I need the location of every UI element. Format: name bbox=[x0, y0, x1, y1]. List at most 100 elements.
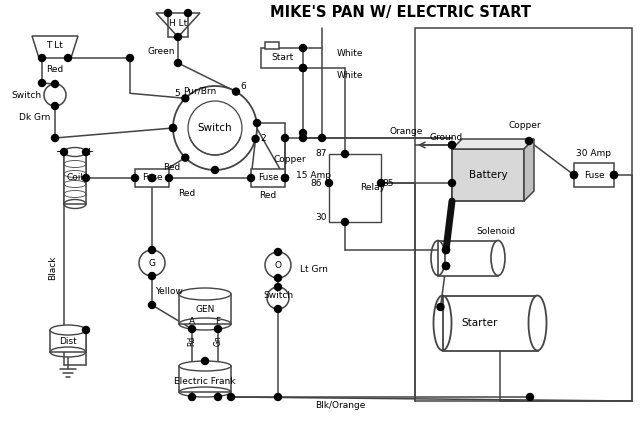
Bar bbox=[574, 163, 614, 187]
Circle shape bbox=[442, 246, 449, 253]
Text: 6: 6 bbox=[240, 82, 246, 91]
Circle shape bbox=[300, 135, 307, 142]
Text: T Lt: T Lt bbox=[47, 42, 63, 51]
Circle shape bbox=[189, 326, 195, 333]
Text: Blk/Orange: Blk/Orange bbox=[315, 401, 365, 410]
Circle shape bbox=[442, 262, 449, 269]
Circle shape bbox=[232, 88, 239, 95]
Circle shape bbox=[188, 101, 242, 155]
Circle shape bbox=[611, 171, 618, 178]
Circle shape bbox=[300, 65, 307, 71]
Text: A: A bbox=[189, 317, 195, 326]
Circle shape bbox=[570, 171, 577, 178]
Circle shape bbox=[61, 149, 67, 155]
Circle shape bbox=[319, 135, 326, 142]
Circle shape bbox=[38, 55, 45, 61]
Text: Dk Grn: Dk Grn bbox=[19, 113, 50, 123]
Circle shape bbox=[51, 103, 58, 110]
Text: Red: Red bbox=[259, 191, 276, 200]
Text: Pur/Brn: Pur/Brn bbox=[183, 87, 216, 96]
Circle shape bbox=[300, 65, 307, 71]
Circle shape bbox=[182, 154, 189, 161]
Text: Battery: Battery bbox=[468, 170, 508, 180]
Circle shape bbox=[182, 95, 189, 102]
Circle shape bbox=[300, 129, 307, 136]
Text: 30 Amp: 30 Amp bbox=[577, 149, 611, 158]
Text: MIKE'S PAN W/ ELECTRIC START: MIKE'S PAN W/ ELECTRIC START bbox=[269, 4, 531, 19]
Polygon shape bbox=[452, 139, 534, 149]
Text: Fuse: Fuse bbox=[141, 174, 163, 182]
Text: Red: Red bbox=[179, 188, 196, 197]
Text: 30: 30 bbox=[316, 213, 327, 223]
Circle shape bbox=[170, 125, 177, 132]
Circle shape bbox=[442, 246, 449, 253]
Circle shape bbox=[282, 174, 289, 181]
Text: Ground: Ground bbox=[430, 132, 463, 142]
Circle shape bbox=[253, 120, 260, 126]
Text: Red: Red bbox=[163, 163, 180, 172]
Ellipse shape bbox=[50, 325, 86, 335]
Text: Start: Start bbox=[271, 54, 293, 62]
Circle shape bbox=[189, 394, 195, 401]
Text: GEN: GEN bbox=[195, 304, 214, 313]
Text: Switch: Switch bbox=[11, 90, 41, 100]
Text: Red: Red bbox=[46, 65, 63, 74]
Text: Rd: Rd bbox=[188, 336, 196, 346]
Circle shape bbox=[148, 174, 156, 181]
Text: F: F bbox=[216, 317, 221, 326]
Bar bbox=[261, 48, 303, 68]
Circle shape bbox=[83, 149, 90, 155]
Circle shape bbox=[437, 304, 444, 310]
Text: Solenoid: Solenoid bbox=[476, 226, 515, 236]
Bar bbox=[329, 154, 381, 222]
Text: 87: 87 bbox=[316, 149, 327, 158]
Circle shape bbox=[38, 80, 45, 87]
Circle shape bbox=[170, 125, 177, 132]
Circle shape bbox=[51, 81, 58, 87]
Circle shape bbox=[127, 55, 134, 61]
Circle shape bbox=[449, 142, 456, 149]
Circle shape bbox=[166, 174, 173, 181]
Circle shape bbox=[83, 174, 90, 181]
Bar bbox=[251, 169, 285, 187]
Circle shape bbox=[282, 135, 289, 142]
Text: 86: 86 bbox=[310, 178, 322, 187]
Circle shape bbox=[282, 174, 289, 181]
Text: Fuse: Fuse bbox=[258, 174, 278, 182]
Circle shape bbox=[175, 59, 182, 67]
Text: Lt Grn: Lt Grn bbox=[300, 265, 328, 274]
Circle shape bbox=[275, 284, 282, 291]
Bar bbox=[135, 169, 169, 187]
Bar bbox=[64, 152, 86, 204]
Circle shape bbox=[148, 246, 156, 253]
Ellipse shape bbox=[529, 295, 547, 350]
Bar bbox=[265, 42, 279, 48]
Bar bbox=[179, 366, 231, 392]
Circle shape bbox=[527, 394, 534, 401]
Circle shape bbox=[275, 249, 282, 255]
Circle shape bbox=[131, 174, 138, 181]
Circle shape bbox=[211, 167, 218, 174]
Text: 15 Amp: 15 Amp bbox=[296, 171, 331, 181]
Circle shape bbox=[265, 252, 291, 278]
Circle shape bbox=[300, 45, 307, 52]
Text: Electric Frank: Electric Frank bbox=[174, 377, 236, 385]
Bar bbox=[415, 28, 632, 401]
Bar bbox=[50, 330, 86, 352]
Circle shape bbox=[139, 250, 165, 276]
Circle shape bbox=[449, 180, 456, 187]
Text: Yellow: Yellow bbox=[155, 287, 183, 295]
Text: H Lt: H Lt bbox=[169, 19, 187, 28]
Text: 85: 85 bbox=[382, 178, 394, 187]
Text: Starter: Starter bbox=[462, 318, 498, 328]
Text: Copper: Copper bbox=[509, 120, 541, 129]
Circle shape bbox=[378, 180, 385, 187]
Text: Black: Black bbox=[49, 256, 58, 280]
Circle shape bbox=[44, 84, 66, 106]
Text: Dist: Dist bbox=[59, 336, 77, 346]
Bar bbox=[442, 295, 538, 350]
Circle shape bbox=[175, 33, 182, 41]
Circle shape bbox=[267, 287, 289, 309]
Text: White: White bbox=[337, 71, 364, 81]
Text: −: − bbox=[56, 147, 66, 157]
